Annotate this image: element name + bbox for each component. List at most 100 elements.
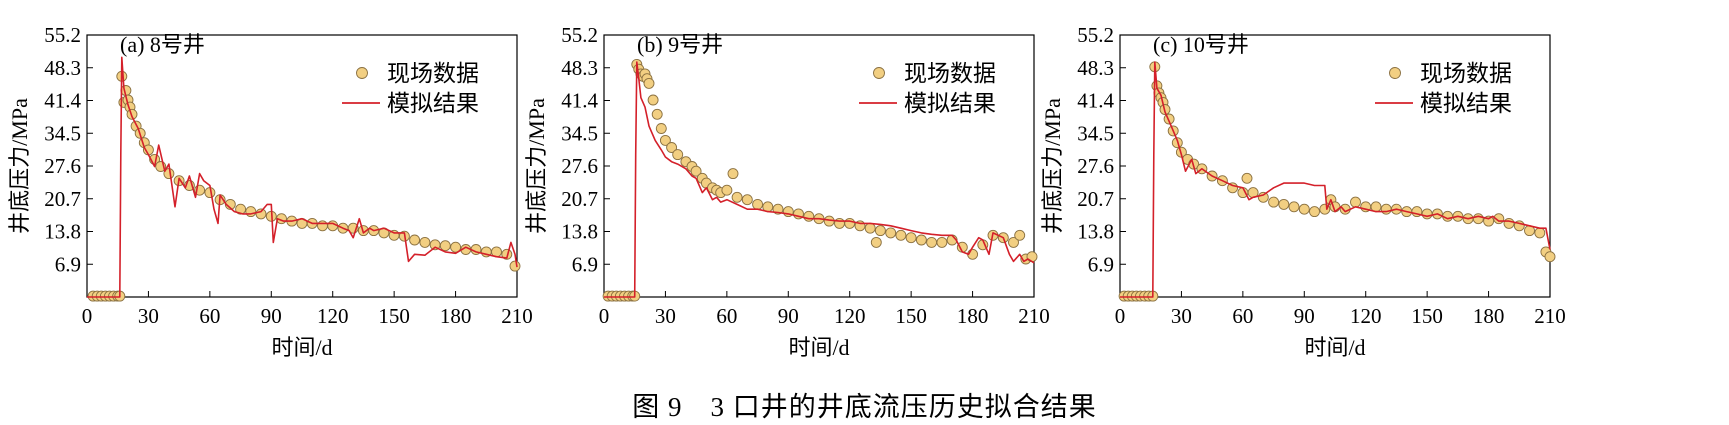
- chart-1-data-point: [235, 203, 247, 215]
- chart-2-data-point: [895, 229, 907, 241]
- chart-1-data-point: [409, 234, 421, 246]
- chart-3-data-point: [1544, 251, 1556, 263]
- chart-2-y-tick-label-5: 41.4: [561, 89, 598, 113]
- chart-2-x-tick-label-5: 150: [895, 304, 927, 328]
- chart-3-x-tick-label-3: 90: [1294, 304, 1315, 328]
- chart-3-y-tick-label-5: 41.4: [1077, 89, 1114, 113]
- chart-2-data-point: [1014, 229, 1026, 241]
- chart-3-data-point: [1268, 196, 1280, 208]
- chart-3-panel-title: (c) 10号井: [1153, 32, 1249, 57]
- chart-3-x-tick-label-7: 210: [1534, 304, 1566, 328]
- chart-2-data-point: [905, 232, 917, 244]
- chart-2-x-tick-label-4: 120: [834, 304, 866, 328]
- chart-1-data-point: [439, 240, 451, 252]
- chart-2-data-point: [915, 234, 927, 246]
- chart-2-data-point: [666, 142, 678, 153]
- chart-3-y-tick-label-1: 13.8: [1077, 220, 1114, 244]
- chart-3-y-tick-label-3: 27.6: [1077, 154, 1114, 178]
- chart-1-x-tick-label-4: 120: [317, 304, 349, 328]
- chart-2-data-point: [834, 217, 845, 229]
- chart-3-y-tick-label-7: 55.2: [1077, 23, 1114, 47]
- chart-2-data-point: [721, 184, 733, 196]
- chart-2-x-axis-title: 时间/d: [788, 335, 849, 360]
- chart-2-data-point: [731, 191, 743, 203]
- chart-2-x-tick-label-7: 210: [1018, 304, 1050, 328]
- chart-3-x-tick-label-0: 0: [1115, 304, 1126, 328]
- chart-1-y-tick-label-6: 48.3: [44, 56, 81, 80]
- chart-3-data-point: [1421, 208, 1433, 220]
- chart-1-y-tick-label-1: 13.8: [44, 220, 81, 244]
- chart-2-data-point: [885, 227, 897, 239]
- chart-1-legend-label-model: 模拟结果: [387, 91, 479, 116]
- chart-1-panel-title: (a) 8号井: [120, 32, 205, 57]
- chart-2-data-point: [651, 108, 663, 120]
- chart-3-data-point: [1309, 206, 1320, 218]
- chart-2-data-point: [643, 77, 655, 89]
- chart-3-data-point: [1350, 196, 1361, 208]
- chart-2-data-point: [741, 194, 753, 206]
- chart-1-x-tick-label-2: 60: [199, 304, 220, 328]
- chart-3-data-point: [1298, 203, 1310, 215]
- figure-caption: 图 9 3 口井的井底流压历史拟合结果: [632, 392, 1097, 422]
- chart-2-data-point: [926, 236, 938, 248]
- chart-3-x-tick-label-5: 150: [1411, 304, 1443, 328]
- chart-1-x-axis-title: 时间/d: [271, 335, 332, 360]
- chart-2-y-tick-label-7: 55.2: [561, 23, 598, 47]
- chart-2-data-point: [874, 225, 886, 237]
- chart-3-data-point: [1534, 227, 1546, 239]
- chart-2-data-point: [936, 236, 948, 248]
- chart-1-y-tick-label-7: 55.2: [44, 23, 81, 47]
- chart-2-data-point: [655, 123, 667, 134]
- chart-2-data-point: [844, 217, 856, 229]
- panel-b: 0 30 60 90 120 150 180 210 6.9 13.8 20.7 27.6 34.5 41…: [524, 23, 1050, 360]
- chart-2-legend-label-field: 现场数据: [904, 61, 996, 86]
- chart-2-panel-title: (b) 9号井: [637, 32, 723, 57]
- chart-1-series-model-line: [87, 56, 518, 298]
- chart-3-y-tick-label-0: 6.9: [1088, 252, 1114, 276]
- chart-3-data-point: [1472, 213, 1484, 225]
- chart-2-y-tick-label-4: 34.5: [561, 121, 598, 145]
- chart-3-legend-marker-field: [1389, 67, 1401, 79]
- chart-1-x-tick-label-7: 210: [501, 304, 533, 328]
- chart-2-data-point: [659, 134, 671, 146]
- chart-1-x-tick-label-3: 90: [261, 304, 282, 328]
- chart-2-data-point: [690, 165, 702, 177]
- chart-3-data-point: [1257, 191, 1269, 203]
- chart-1-x-tick-label-5: 150: [378, 304, 410, 328]
- chart-3-y-tick-label-6: 48.3: [1077, 56, 1114, 80]
- chart-1-legend-marker-field: [356, 67, 368, 79]
- chart-3-data-point: [1241, 172, 1253, 184]
- panel-a: 0 30 60 90 120 150 180 210 6.9 13.8 20.7 27.6 34.5 41…: [7, 23, 533, 360]
- chart-2-x-tick-label-0: 0: [599, 304, 610, 328]
- chart-1-y-tick-label-3: 27.6: [44, 154, 81, 178]
- chart-3-series-model-line: [1120, 61, 1551, 298]
- chart-3-data-point: [1278, 198, 1290, 210]
- chart-1-data-point: [245, 206, 257, 218]
- chart-3-data-point: [1503, 217, 1515, 229]
- chart-2-data-point: [864, 222, 876, 234]
- chart-2-legend-label-model: 模拟结果: [904, 91, 996, 116]
- chart-2-y-tick-label-0: 6.9: [572, 252, 598, 276]
- chart-1-legend-label-field: 现场数据: [387, 61, 479, 86]
- chart-3-x-tick-label-1: 30: [1171, 304, 1192, 328]
- chart-1-y-tick-label-2: 20.7: [44, 187, 81, 211]
- chart-2-x-tick-label-6: 180: [957, 304, 989, 328]
- chart-2-data-point: [647, 94, 659, 106]
- chart-2-data-point: [727, 168, 739, 180]
- chart-2-y-tick-label-1: 13.8: [561, 220, 598, 244]
- chart-2-legend-marker-field: [873, 67, 885, 79]
- chart-1-data-point: [509, 260, 521, 272]
- chart-3-y-tick-label-4: 34.5: [1077, 121, 1114, 145]
- chart-3-x-tick-label-4: 120: [1350, 304, 1382, 328]
- chart-2-data-point: [752, 198, 764, 210]
- chart-1-x-tick-label-0: 0: [82, 304, 93, 328]
- chart-2-data-point: [870, 236, 882, 248]
- chart-3-legend-label-field: 现场数据: [1420, 61, 1512, 86]
- chart-1-y-tick-label-5: 41.4: [44, 89, 81, 113]
- chart-3-data-point: [1380, 203, 1392, 215]
- chart-1-y-tick-label-0: 6.9: [55, 252, 81, 276]
- chart-1-data-point: [501, 248, 513, 260]
- chart-2-y-tick-label-6: 48.3: [561, 56, 598, 80]
- chart-2-y-tick-label-3: 27.6: [561, 154, 598, 178]
